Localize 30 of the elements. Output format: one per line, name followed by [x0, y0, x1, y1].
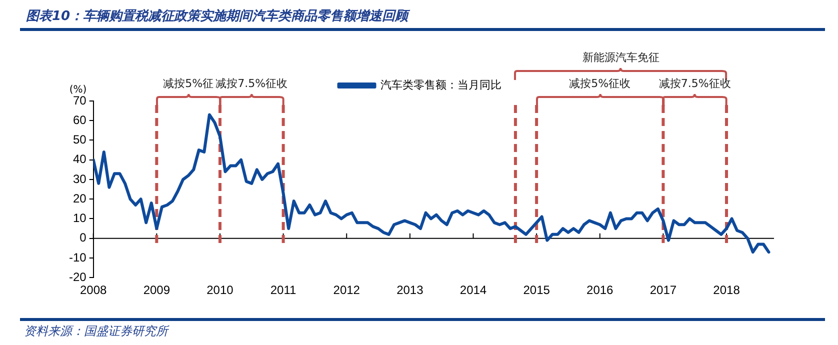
y-tick-label: -10 [69, 250, 87, 264]
text: 新能源汽车免征 [582, 51, 660, 65]
y-tick-label: 30 [72, 172, 87, 186]
x-tick-label: 2008 [80, 283, 108, 298]
y-tick-label: 60 [72, 112, 87, 127]
y-tick-label: 70 [72, 93, 87, 108]
chart-title: 图表10：车辆购置税减征政策实施期间汽车类商品零售额增速回顾 [20, 6, 825, 31]
x-tick-label: 2014 [460, 283, 487, 298]
x-tick-label: 2012 [333, 283, 360, 298]
x-tick-label: 2013 [396, 283, 424, 298]
text: 资料来源：国盛证券研究所 [24, 324, 168, 338]
legend-label: 汽车类零售额：当月同比 [380, 78, 502, 92]
y-tick-label: 50 [72, 132, 87, 147]
x-tick-label: 2016 [586, 283, 614, 298]
x-tick-label: 2011 [270, 283, 297, 298]
x-tick-label: 2010 [206, 283, 234, 298]
y-tick-label: 10 [72, 211, 87, 226]
x-tick-label: 2017 [650, 283, 677, 298]
text: 减按7.5%征收 [216, 77, 288, 91]
y-tick-label: 40 [72, 152, 87, 166]
text: 减按7.5%征收 [658, 77, 731, 91]
y-tick-label: 0 [80, 230, 87, 245]
x-tick-label: 2009 [143, 283, 170, 298]
y-axis-title: (%) [69, 84, 87, 96]
y-tick-label: 20 [72, 191, 87, 206]
text: 减按5%征收 [569, 77, 631, 91]
text: 减按5%征 [163, 77, 214, 91]
y-tick-label: -20 [69, 270, 87, 284]
x-tick-label: 2015 [523, 283, 550, 298]
x-tick-label: 2018 [713, 283, 740, 298]
